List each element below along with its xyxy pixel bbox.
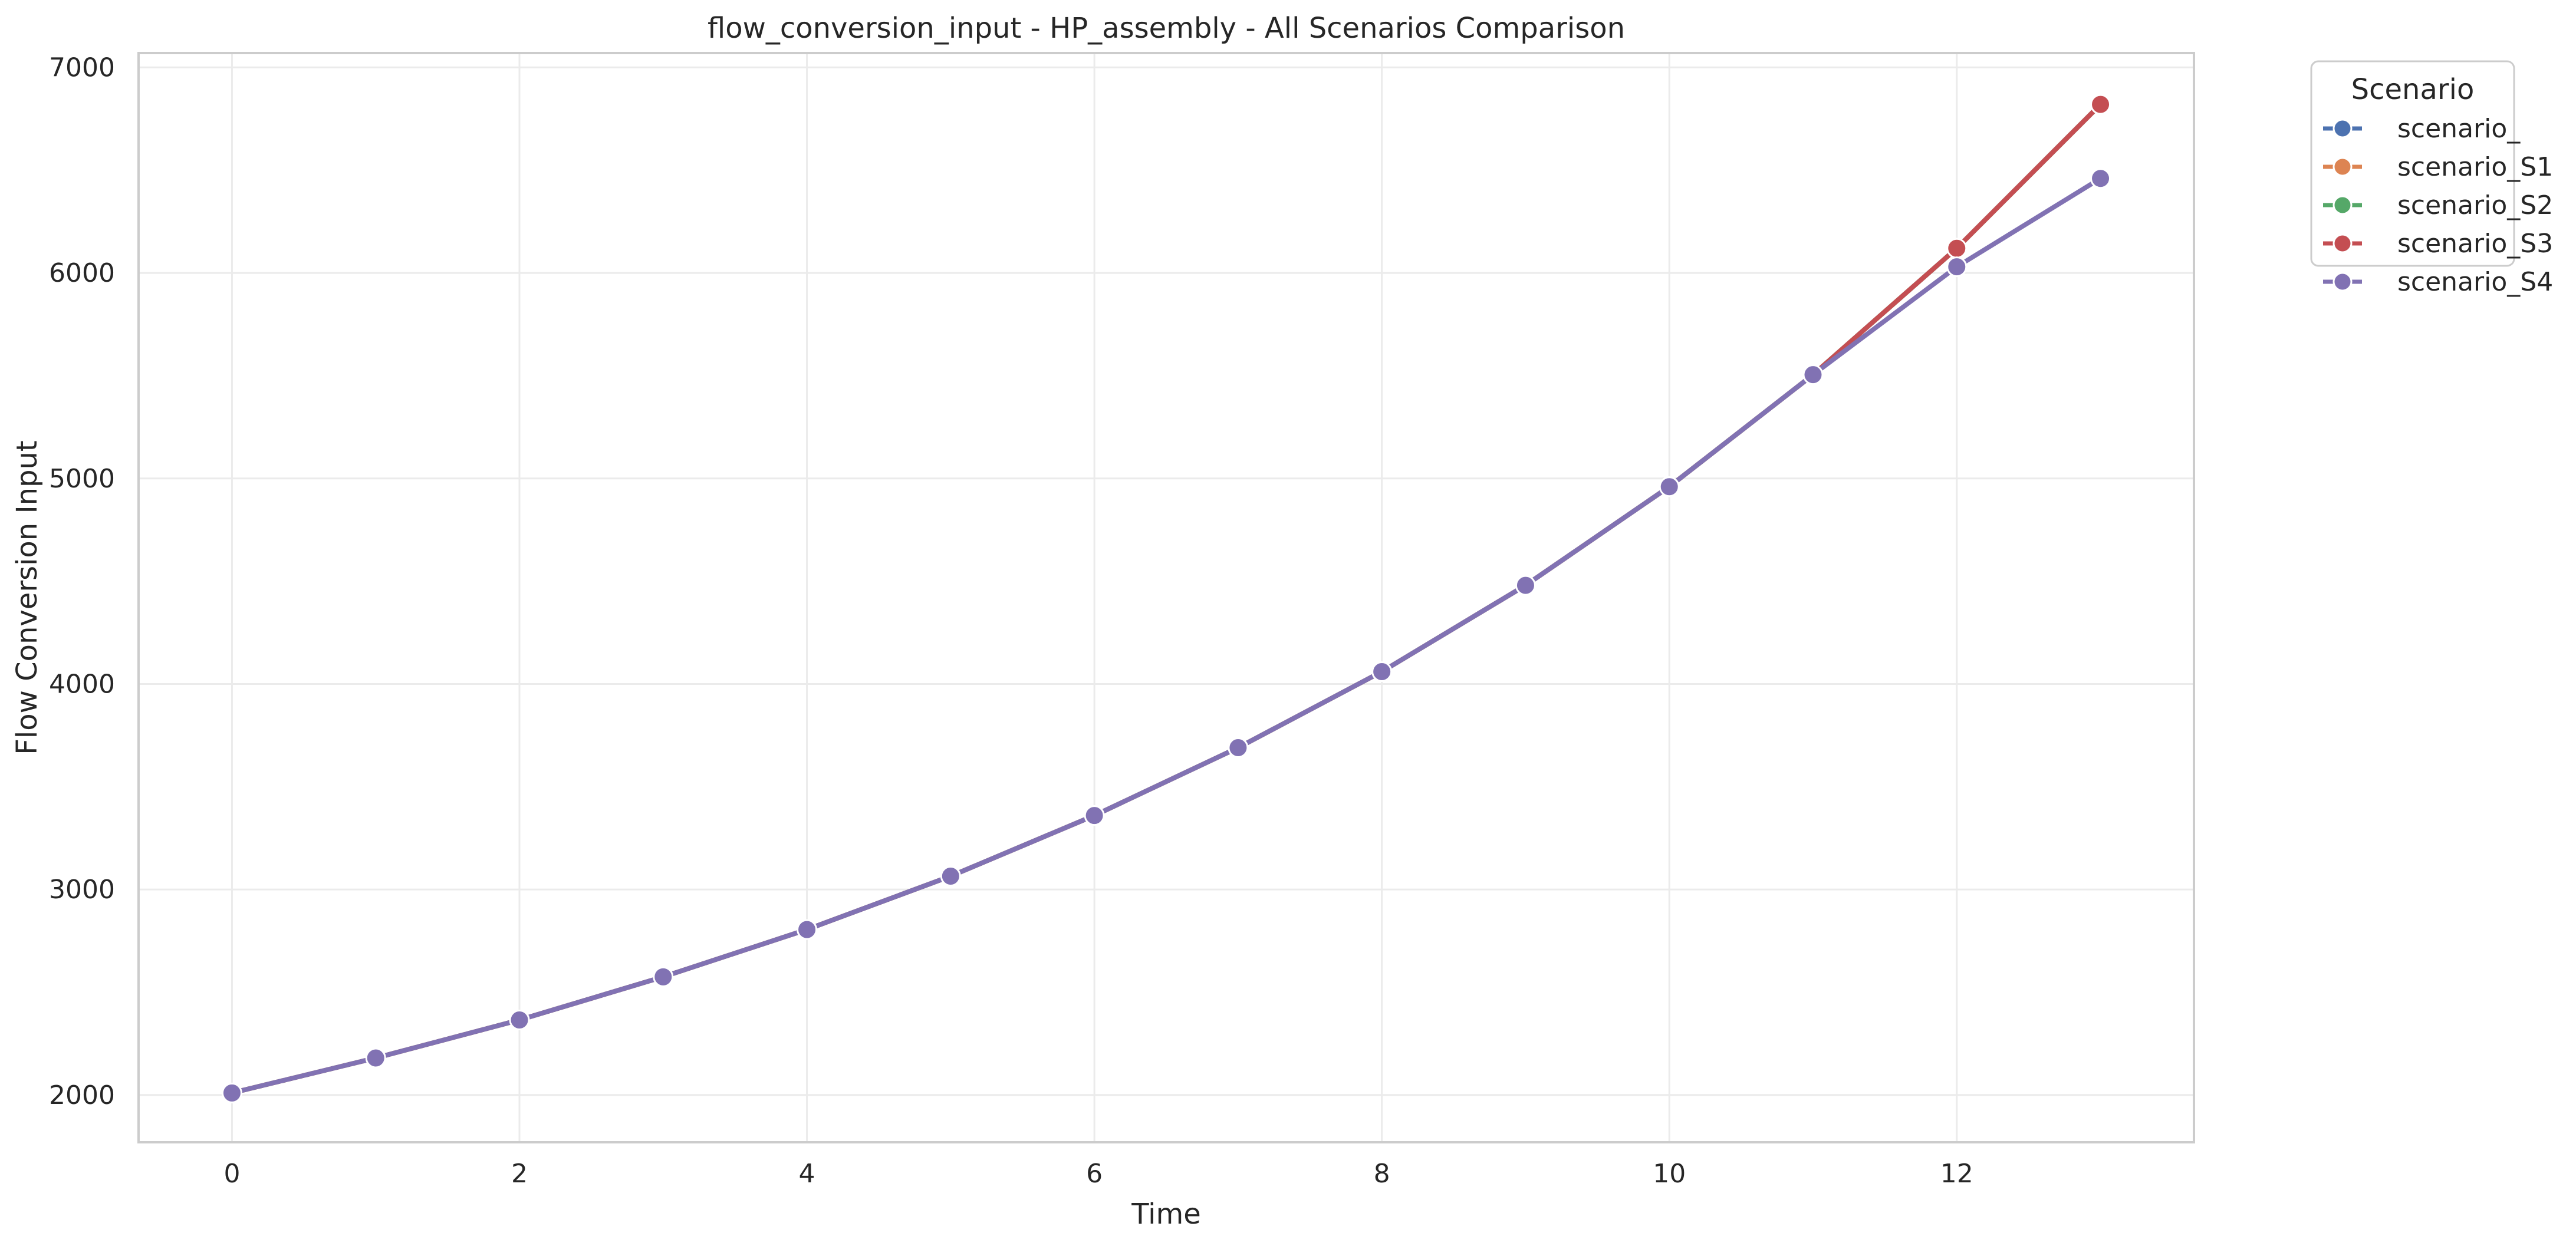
legend-swatch-marker bbox=[2332, 195, 2353, 215]
legend-label: scenario_S3 bbox=[2397, 229, 2553, 259]
series-line bbox=[229, 176, 2103, 1096]
x-axis-ticks: 0 2 4 6 8 10 12 bbox=[223, 1159, 1973, 1189]
data-point bbox=[1802, 364, 1824, 385]
y-tick-label: 4000 bbox=[49, 669, 115, 699]
legend-label: scenario_S4 bbox=[2397, 267, 2553, 297]
data-point bbox=[1371, 661, 1393, 683]
legend-swatch-marker bbox=[2332, 118, 2353, 139]
data-point bbox=[1946, 256, 1968, 278]
legend-item: scenario_S4 bbox=[2323, 267, 2553, 297]
y-tick-label: 3000 bbox=[49, 875, 115, 905]
series-line bbox=[229, 102, 2103, 1096]
y-tick-label: 2000 bbox=[49, 1080, 115, 1110]
x-tick-label: 4 bbox=[799, 1159, 815, 1189]
y-axis-title: Flow Conversion Input bbox=[11, 440, 44, 754]
x-tick-label: 2 bbox=[511, 1159, 528, 1189]
data-point bbox=[365, 1047, 386, 1069]
series-scenario_S1 bbox=[221, 94, 2111, 1103]
legend-swatch-marker bbox=[2332, 157, 2353, 177]
data-point bbox=[797, 919, 818, 940]
series-scenario_S3 bbox=[221, 94, 2111, 1103]
legend-title: Scenario bbox=[2351, 73, 2475, 106]
legend-item: scenario_S1 bbox=[2323, 152, 2553, 182]
series-line bbox=[229, 102, 2103, 1096]
legend-label: scenario_S2 bbox=[2397, 190, 2553, 220]
series-scenario_S2 bbox=[221, 94, 2111, 1103]
data-point bbox=[1515, 575, 1536, 596]
x-tick-label: 12 bbox=[1940, 1159, 1973, 1189]
plot-frame bbox=[137, 52, 2195, 1143]
series-scenario_ bbox=[221, 94, 2111, 1103]
y-axis-ticks: 2000 3000 4000 5000 6000 7000 bbox=[49, 52, 115, 1110]
grid bbox=[139, 53, 2194, 1142]
legend: Scenario scenario_ scenario_S1 scenario_S2… bbox=[2310, 60, 2553, 297]
data-point bbox=[940, 865, 961, 886]
x-tick-label: 6 bbox=[1086, 1159, 1103, 1189]
data-point bbox=[2090, 94, 2111, 115]
data-point bbox=[1228, 737, 1249, 759]
series-line bbox=[229, 102, 2103, 1096]
x-axis-title: Time bbox=[1131, 1198, 1200, 1231]
legend-item: scenario_S2 bbox=[2323, 190, 2553, 220]
series-scenario_S4 bbox=[221, 168, 2111, 1103]
data-point bbox=[2090, 168, 2111, 189]
data-point bbox=[653, 966, 674, 987]
data-point bbox=[221, 1082, 242, 1103]
y-tick-label: 6000 bbox=[49, 258, 115, 288]
data-point bbox=[1659, 476, 1680, 497]
legend-frame bbox=[2310, 60, 2515, 267]
legend-item: scenario_ bbox=[2323, 114, 2521, 144]
series-line bbox=[229, 102, 2103, 1096]
data-point bbox=[1946, 238, 1968, 259]
series-layer bbox=[221, 94, 2111, 1103]
x-tick-label: 0 bbox=[223, 1159, 240, 1189]
y-tick-label: 7000 bbox=[49, 52, 115, 83]
chart-title: flow_conversion_input - HP_assembly - Al… bbox=[708, 12, 1625, 45]
legend-label: scenario_S1 bbox=[2397, 152, 2553, 182]
legend-items: scenario_ scenario_S1 scenario_S2 scenario_… bbox=[2323, 114, 2553, 297]
legend-label: scenario_ bbox=[2397, 114, 2521, 144]
y-tick-label: 5000 bbox=[49, 464, 115, 494]
data-point bbox=[1084, 805, 1105, 826]
data-point bbox=[509, 1010, 530, 1031]
legend-item: scenario_S3 bbox=[2323, 229, 2553, 259]
legend-swatch-marker bbox=[2332, 272, 2353, 292]
legend-swatch-marker bbox=[2332, 233, 2353, 253]
x-tick-label: 8 bbox=[1374, 1159, 1390, 1189]
x-tick-label: 10 bbox=[1653, 1159, 1686, 1189]
